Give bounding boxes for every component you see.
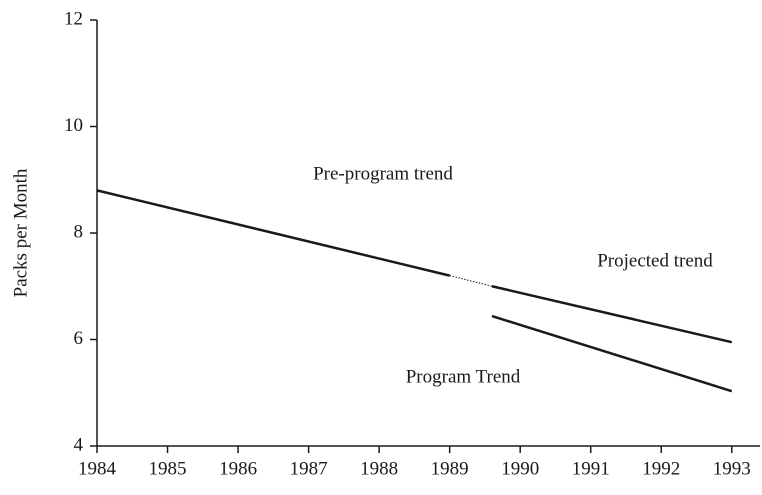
line-segment (491, 314, 733, 393)
x-tick-label: 1986 (219, 458, 257, 479)
y-tick-label: 8 (74, 221, 84, 242)
x-tick-label: 1991 (572, 458, 610, 479)
y-tick-label: 10 (64, 115, 83, 136)
x-tick-label: 1988 (360, 458, 398, 479)
line-segment (96, 189, 450, 277)
y-axis-label: Packs per Month (10, 168, 31, 297)
x-tick-label: 1985 (149, 458, 187, 479)
series-label: Pre-program trend (313, 163, 453, 184)
x-tick-label: 1992 (642, 458, 680, 479)
y-tick-label: 12 (64, 8, 83, 29)
series-label: Program Trend (406, 366, 521, 387)
y-tick-label: 6 (74, 328, 84, 349)
series-label: Projected trend (597, 250, 713, 271)
x-tick-label: 1989 (431, 458, 469, 479)
line-segment (491, 285, 733, 344)
x-tick-label: 1987 (290, 458, 328, 479)
y-tick-label: 4 (74, 434, 84, 455)
line-segment (449, 275, 493, 287)
x-tick-label: 1990 (501, 458, 539, 479)
x-tick-label: 1993 (713, 458, 751, 479)
x-tick-label: 1984 (78, 458, 117, 479)
